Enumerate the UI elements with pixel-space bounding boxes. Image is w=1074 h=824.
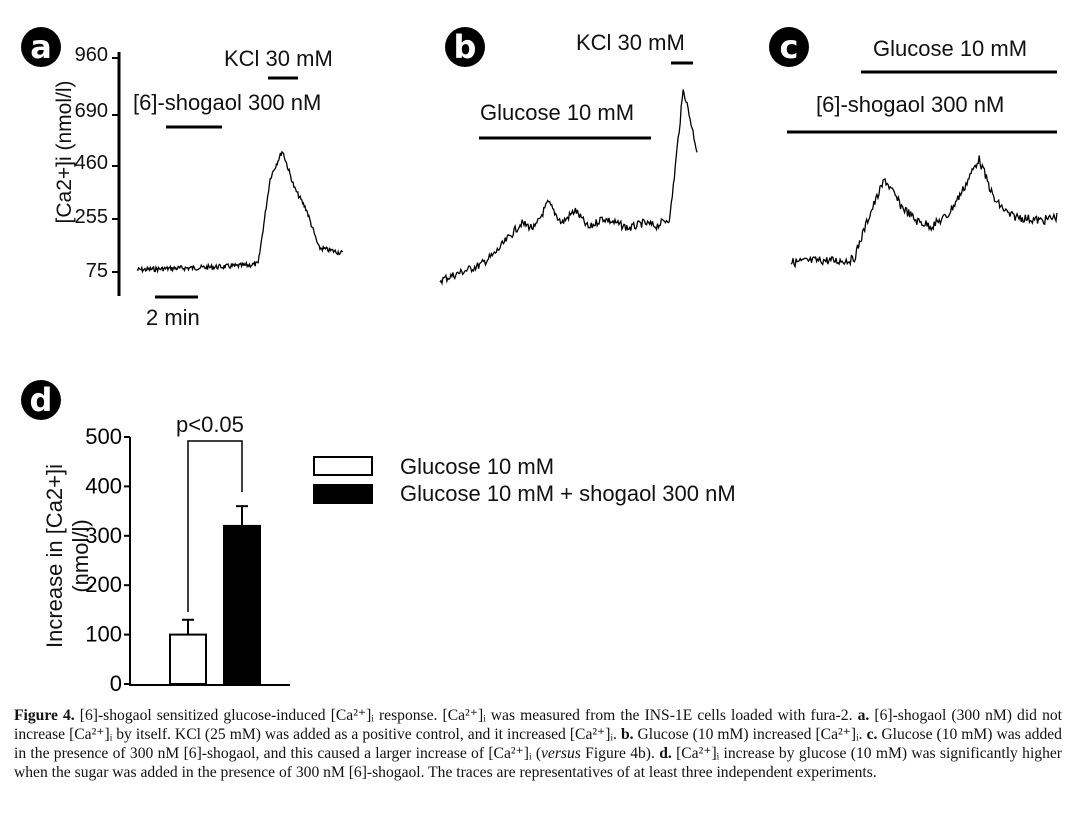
panel-d-bar — [223, 524, 261, 685]
caption-text-d: [Ca²⁺]ᵢ increase by glucose (10 mM) was … — [14, 745, 1062, 781]
caption-panel-a-label: a. — [857, 707, 870, 724]
panel-a-shogaol-label: [6]-shogaol 300 nM — [133, 90, 322, 115]
legend-label-glucose-shogaol: Glucose 10 mM + shogaol 300 nM — [400, 481, 736, 506]
caption-text-b: Glucose (10 mM) increased [Ca²⁺]ᵢ. — [633, 726, 867, 743]
panel-d-badge: d — [21, 380, 61, 420]
panel-d-y-tick-label: 0 — [110, 671, 122, 696]
panel-d-y-tick-label: 100 — [85, 622, 122, 647]
panel-a-y-tick: 255 — [74, 206, 108, 228]
panel-d-significance-label: p<0.05 — [176, 412, 244, 437]
panel-c-badge: c — [769, 27, 809, 67]
panel-b-glucose-label: Glucose 10 mM — [480, 100, 635, 125]
panel-a-trace — [136, 150, 344, 274]
panel-c-trace — [790, 155, 1058, 269]
caption-text-c: Glucose (10 mM) was added in the presenc… — [14, 726, 1062, 762]
legend-swatch-glucose-shogaol — [313, 484, 373, 504]
panel-a-y-tick: 460 — [74, 152, 108, 174]
caption-figure-label: Figure 4. — [14, 707, 75, 724]
figure-caption: Figure 4. [6]-shogaol sensitized glucose… — [14, 706, 1062, 782]
panel-b-badge: b — [445, 27, 485, 67]
caption-panel-c-label: c. — [866, 726, 878, 743]
caption-text-c2: Figure 4b). — [580, 745, 660, 762]
caption-panel-b-label: b. — [620, 726, 634, 743]
panel-d-y-tick-label: 400 — [85, 473, 122, 498]
caption-text: [6]-shogaol sensitized glucose-induced [… — [74, 707, 858, 724]
panel-a-kcl-label: KCl 30 mM — [224, 46, 333, 71]
legend-label-glucose: Glucose 10 mM — [400, 454, 555, 479]
panel-a-scale-label: 2 min — [146, 305, 200, 330]
panel-a-badge: a — [21, 27, 61, 67]
caption-versus: versus — [541, 745, 581, 762]
panel-a-y-tick: 690 — [74, 100, 108, 122]
panel-d-bar — [169, 633, 207, 685]
panel-a-y-tick: 960 — [74, 44, 108, 66]
panel-d-y-tick-label: 200 — [85, 572, 122, 597]
caption-text-a: [6]-shogaol (300 nM) did not increase [C… — [14, 707, 1063, 743]
panel-b-trace — [439, 89, 698, 286]
panel-c-glucose-label: Glucose 10 mM — [873, 36, 1028, 61]
caption-panel-d-label: d. — [659, 745, 672, 762]
legend-swatch-glucose — [313, 456, 373, 476]
panel-a-y-tick: 75 — [85, 260, 108, 282]
panel-c-shogaol-label: [6]-shogaol 300 nM — [816, 92, 1005, 117]
panel-d-y-tick-label: 300 — [85, 523, 122, 548]
panel-d-y-tick-label: 500 — [85, 424, 122, 449]
figure-canvas: 0 100 200 300 400 500 — [85, 52, 1058, 696]
panel-d-significance-bracket — [187, 440, 243, 612]
panel-b-kcl-label: KCl 30 mM — [576, 30, 685, 55]
